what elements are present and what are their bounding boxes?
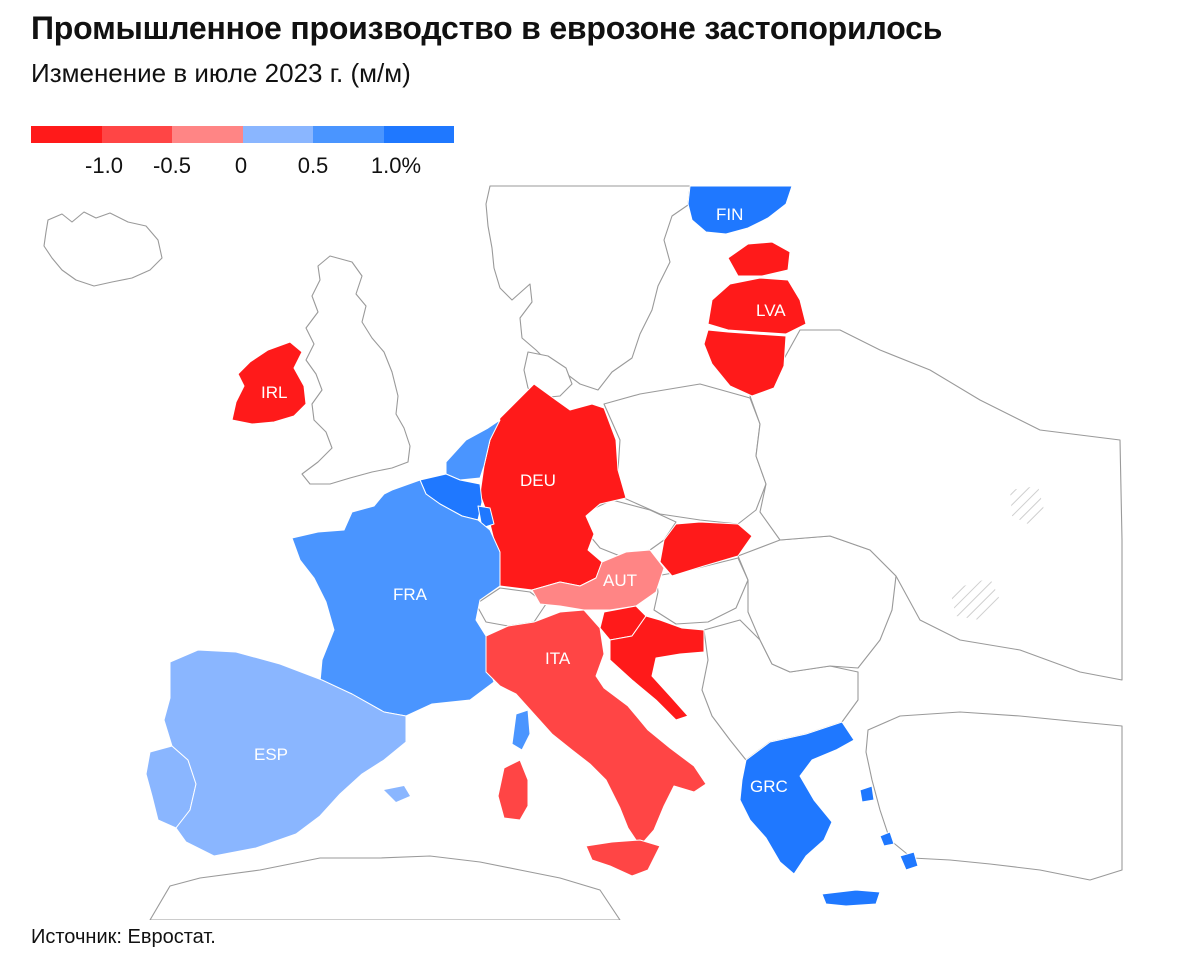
iceland-shape [43, 211, 163, 287]
map-label-DEU: DEU [520, 471, 556, 490]
map-label-FIN: FIN [716, 205, 743, 224]
legend-swatch-5 [313, 126, 384, 143]
legend-swatch-2 [101, 126, 172, 143]
legend-swatch-6 [383, 126, 454, 143]
legend-tick: 0.5 [297, 153, 329, 178]
map-label-ESP: ESP [254, 745, 288, 764]
europe-map: FIN LVA IRL DEU FRA ESP AUT ITA GRC [43, 185, 1123, 920]
legend-swatch-4 [242, 126, 313, 143]
map-label-ITA: ITA [545, 649, 571, 668]
map-label-IRL: IRL [261, 383, 287, 402]
legend-tick: 1.0% [370, 153, 422, 178]
source-note: Источник: Евростат. [31, 926, 216, 948]
country-EST[interactable] [727, 241, 791, 277]
chart-title: Промышленное производство в еврозоне зас… [31, 10, 943, 46]
legend-swatch-3 [172, 126, 243, 143]
country-FRA-corsica[interactable] [511, 709, 531, 751]
great-britain-shape [301, 255, 411, 485]
north-africa-shape [149, 855, 621, 920]
eastern-europe-shape [749, 329, 1123, 681]
country-GRC-island[interactable] [879, 831, 895, 847]
country-ESP[interactable] [163, 649, 407, 857]
country-IRL[interactable] [231, 341, 307, 425]
legend-tick: -1.0 [85, 153, 123, 178]
country-GRC-island[interactable] [859, 785, 875, 803]
country-AUT[interactable] [531, 549, 665, 611]
legend-tick: -0.5 [153, 153, 191, 178]
country-FIN[interactable] [687, 185, 793, 235]
switzerland-shape [475, 587, 547, 627]
czechia-shape [581, 499, 677, 557]
country-LTU[interactable] [703, 329, 787, 397]
map-label-AUT: AUT [603, 571, 637, 590]
scandinavia-shape [485, 185, 691, 391]
eurozone-countries [145, 185, 919, 907]
country-ITA-sardinia[interactable] [497, 759, 529, 821]
country-GRC-island[interactable] [899, 851, 919, 871]
country-SVK[interactable] [659, 521, 753, 577]
legend-tick-labels: -1.0 -0.5 0 0.5 1.0% [31, 153, 461, 179]
country-GRC[interactable] [739, 721, 855, 875]
turkey-shape [865, 711, 1123, 881]
map-label-LVA: LVA [756, 301, 786, 320]
chart-subtitle: Изменение в июле 2023 г. (м/м) [31, 58, 411, 88]
map-label-FRA: FRA [393, 585, 428, 604]
country-LVA[interactable] [707, 277, 807, 335]
country-ITA[interactable] [485, 609, 707, 847]
color-legend: -1.0 -0.5 0 0.5 1.0% [31, 126, 461, 186]
country-GRC-crete[interactable] [821, 889, 881, 907]
country-HRV[interactable] [609, 615, 705, 721]
map-label-GRC: GRC [750, 777, 788, 796]
crimea-hatched-area [950, 486, 1044, 620]
legend-swatch-1 [31, 126, 102, 143]
poland-shape [603, 383, 767, 525]
legend-tick: 0 [234, 153, 248, 178]
legend-color-bar [31, 126, 454, 143]
country-LUX[interactable] [477, 505, 495, 529]
country-ITA-sicily[interactable] [585, 839, 661, 877]
country-labels: FIN LVA IRL DEU FRA ESP AUT ITA GRC [254, 205, 788, 796]
non-eurozone-land [43, 185, 1123, 920]
country-FRA[interactable] [291, 479, 501, 717]
country-ESP-balearic[interactable] [384, 786, 410, 802]
